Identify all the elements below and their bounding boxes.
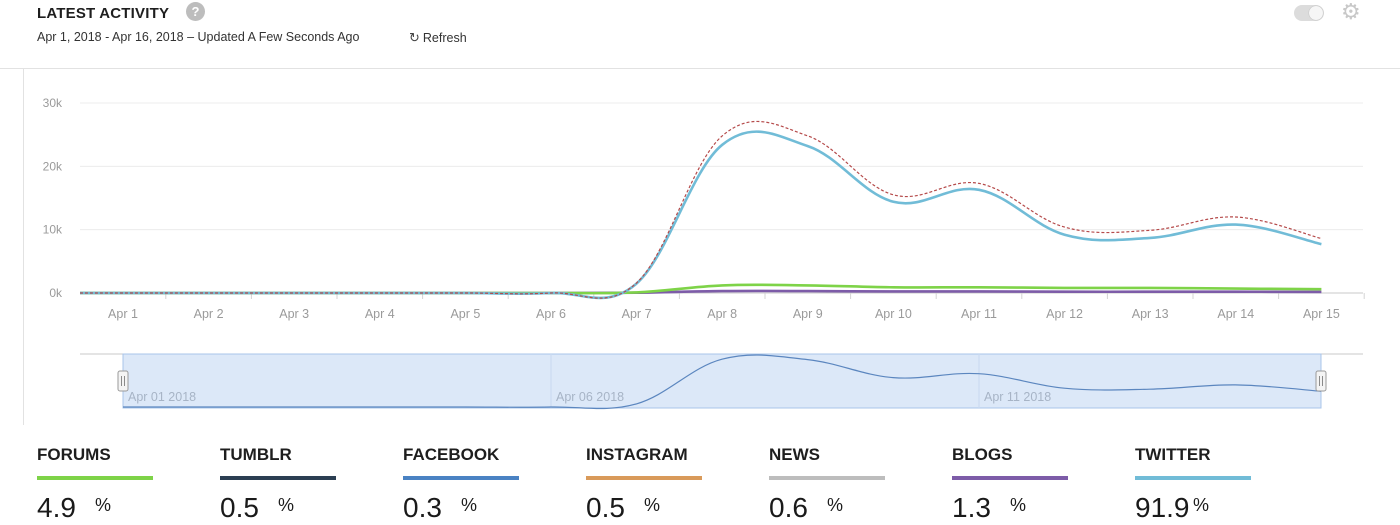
legend-value: 4.9 [37,492,76,523]
legend-value: 0.5 [220,492,259,523]
x-tick-label: Apr 2 [194,307,224,321]
x-tick-label: Apr 15 [1303,307,1340,321]
x-tick-label: Apr 14 [1217,307,1254,321]
legend-color-bar [220,476,336,480]
legend-unit: % [95,495,112,515]
legend-value: 0.5 [586,492,625,523]
widget-title: LATEST ACTIVITY [37,5,170,22]
x-tick-label: Apr 4 [365,307,395,321]
x-tick-label: Apr 7 [622,307,652,321]
legend-unit: % [461,495,478,515]
gear-icon[interactable]: ⚙ [1341,0,1361,24]
legend-item-twitter[interactable]: TWITTER 91.9% [1135,440,1295,525]
x-tick-label: Apr 3 [279,307,309,321]
source-legend: FORUMS 4.9% TUMBLR 0.5% FACEBOOK 0.3% INSTAGRA… [0,440,1400,525]
y-tick-label: 10k [43,223,63,237]
navigator-date-label: Apr 01 2018 [128,390,196,404]
y-axis: 30k 20k 10k 0k [43,96,63,300]
range-navigator[interactable]: Apr 01 2018 Apr 06 2018 Apr 11 2018 [80,353,1363,410]
legend-value: 1.3 [952,492,991,523]
legend-name: TUMBLR [220,445,292,464]
legend-item-news[interactable]: NEWS 0.6% [769,440,929,525]
legend-value: 91.9 [1135,492,1190,523]
y-tick-label: 0k [49,286,63,300]
legend-color-bar [37,476,153,480]
chart-gridlines [80,102,1363,294]
y-tick-label: 30k [43,96,63,110]
legend-color-bar [1135,476,1251,480]
navigator-line [122,354,1322,410]
navigator-handle-right[interactable] [1315,370,1327,392]
x-tick-label: Apr 13 [1132,307,1169,321]
frame-border [23,68,24,425]
navigator-selection [122,353,1322,409]
legend-name: TWITTER [1135,445,1211,464]
legend-name: BLOGS [952,445,1013,464]
legend-color-bar [403,476,519,480]
legend-item-instagram[interactable]: INSTAGRAM 0.5% [586,440,746,525]
legend-unit: % [278,495,295,515]
x-axis: Apr 1 Apr 2 Apr 3 Apr 4 Apr 5 Apr 6 Apr 7 Apr 8… [108,293,1365,321]
legend-item-tumblr[interactable]: TUMBLR 0.5% [220,440,380,525]
x-tick-label: Apr 8 [707,307,737,321]
legend-value: 0.6 [769,492,808,523]
x-tick-label: Apr 10 [875,307,912,321]
navigator-handle-left[interactable] [117,370,129,392]
navigator-date-label: Apr 06 2018 [556,390,624,404]
legend-color-bar [952,476,1068,480]
date-range-subtitle: Apr 1, 2018 - Apr 16, 2018 – Updated A F… [37,30,360,44]
legend-name: NEWS [769,445,820,464]
chart-series [79,120,1322,300]
navigator-date-label: Apr 11 2018 [984,390,1051,404]
legend-name: INSTAGRAM [586,445,688,464]
help-icon[interactable]: ? [186,2,205,21]
refresh-label: Refresh [422,31,467,45]
refresh-icon: ↻ [409,30,420,45]
legend-name: FACEBOOK [403,445,500,464]
series-line-twitter [79,130,1322,300]
legend-color-bar [586,476,702,480]
x-tick-label: Apr 9 [793,307,823,321]
series-line-total [79,120,1322,299]
legend-item-blogs[interactable]: BLOGS 1.3% [952,440,1112,525]
legend-unit: % [644,495,661,515]
x-tick-label: Apr 11 [961,307,997,321]
toggle-knob [1309,6,1323,20]
x-tick-label: Apr 1 [108,307,138,321]
legend-unit: % [1010,495,1027,515]
legend-item-forums[interactable]: FORUMS 4.9% [37,440,197,525]
legend-unit: % [1193,495,1210,515]
legend-unit: % [827,495,844,515]
x-tick-label: Apr 6 [536,307,566,321]
x-tick-label: Apr 12 [1046,307,1083,321]
legend-name: FORUMS [37,445,111,464]
y-tick-label: 20k [43,159,63,173]
refresh-button[interactable]: ↻ Refresh [409,30,467,46]
legend-item-facebook[interactable]: FACEBOOK 0.3% [403,440,563,525]
legend-value: 0.3 [403,492,442,523]
x-tick-label: Apr 5 [450,307,480,321]
widget-header: LATEST ACTIVITY ? Apr 1, 2018 - Apr 16, … [0,0,1400,69]
legend-color-bar [769,476,885,480]
display-toggle[interactable] [1294,5,1324,21]
